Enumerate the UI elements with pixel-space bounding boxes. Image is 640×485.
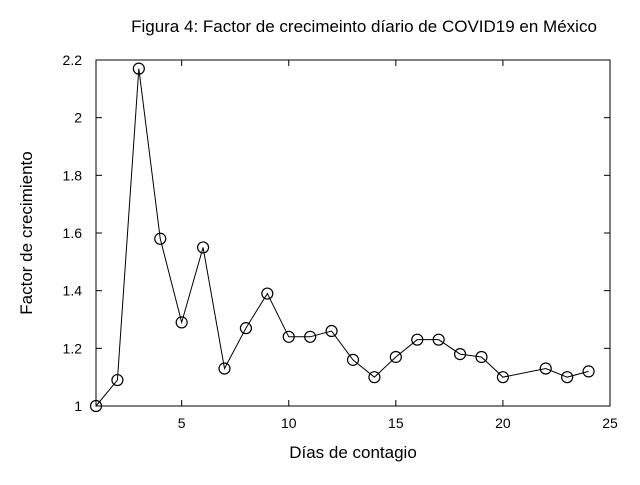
data-point: [389, 350, 402, 364]
data-point: [325, 324, 338, 338]
y-tick-label: 1: [74, 398, 82, 414]
data-point: [154, 232, 167, 245]
x-axis-label: Días de contagio: [289, 443, 417, 462]
data-point: [175, 316, 188, 329]
data-point: [89, 399, 103, 413]
data-point: [346, 353, 360, 366]
series-line: [95, 68, 589, 407]
data-point: [111, 373, 124, 387]
x-tick-label: 15: [388, 415, 404, 431]
y-tick-label: 2: [74, 110, 82, 126]
data-point: [453, 348, 467, 361]
data-point: [261, 287, 274, 300]
data-point: [539, 362, 552, 375]
x-tick-label: 5: [178, 415, 186, 431]
y-tick-label: 1.2: [63, 340, 83, 356]
y-tick-label: 1.8: [63, 167, 83, 183]
data-point: [196, 241, 210, 254]
x-tick-label: 25: [602, 415, 618, 431]
data-point: [582, 365, 595, 378]
data-point: [475, 350, 488, 364]
data-point: [239, 322, 253, 335]
x-tick-label: 20: [495, 415, 511, 431]
data-point: [496, 371, 510, 384]
y-tick-label: 1.6: [63, 225, 83, 241]
data-point: [411, 333, 424, 346]
y-tick-label: 1.4: [63, 283, 83, 299]
x-tick-label: 10: [281, 415, 297, 431]
data-point: [561, 371, 574, 384]
data-point: [218, 362, 231, 375]
y-axis-label: Factor de crecimiento: [17, 151, 36, 314]
data-point: [432, 333, 445, 346]
y-tick-label: 2.2: [63, 52, 83, 68]
data-point: [282, 330, 295, 343]
data-point: [304, 330, 317, 343]
chart-title: Figura 4: Factor de crecimeinto díario d…: [131, 17, 597, 36]
data-point: [368, 371, 381, 384]
data-point: [132, 62, 145, 75]
